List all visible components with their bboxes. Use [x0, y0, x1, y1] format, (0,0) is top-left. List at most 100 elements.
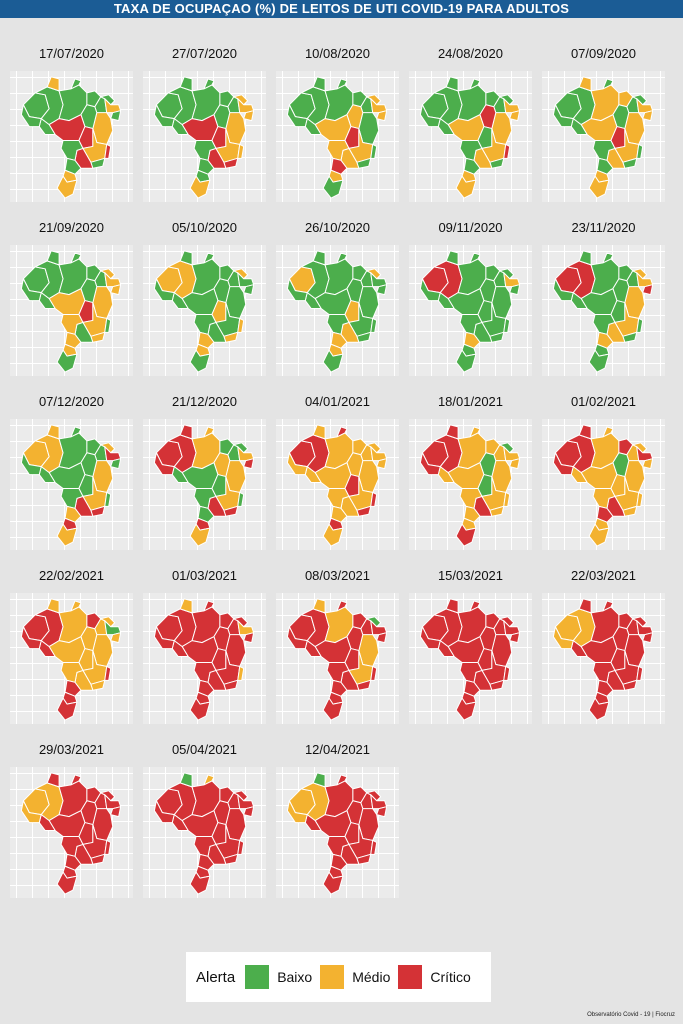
state-region [20, 800, 42, 824]
state-region [189, 175, 211, 199]
state-region [197, 157, 215, 175]
state-region [499, 94, 515, 106]
state-region [189, 871, 211, 895]
state-region [46, 424, 60, 440]
state-region [60, 139, 84, 161]
state-region [322, 523, 344, 547]
state-region [237, 491, 245, 507]
state-region [110, 458, 122, 470]
state-region [642, 632, 654, 644]
state-region [366, 268, 382, 280]
state-region [596, 679, 614, 697]
state-region [203, 78, 215, 90]
brazil-map-svg [20, 76, 122, 199]
state-region [100, 268, 116, 280]
map-panel: 12/04/2021 [276, 738, 399, 902]
state-region [104, 839, 112, 855]
state-region [366, 790, 382, 802]
map-panel: 26/10/2020 [276, 216, 399, 380]
state-region [463, 679, 481, 697]
brazil-map-svg [552, 598, 654, 721]
state-region [193, 487, 217, 509]
legend-label-baixo: Baixo [277, 969, 313, 985]
brazil-map-svg [419, 424, 521, 547]
state-region [370, 839, 378, 855]
state-region [455, 349, 477, 373]
state-region [100, 616, 116, 628]
brazil-map [143, 767, 266, 898]
map-panel: 24/08/2020 [409, 42, 532, 206]
state-region [56, 697, 78, 721]
state-region [469, 252, 481, 264]
map-panel: 15/03/2021 [409, 564, 532, 728]
brazil-map [10, 419, 133, 550]
state-region [552, 626, 574, 650]
state-region [503, 491, 511, 507]
brazil-map-svg [286, 772, 388, 895]
state-region [336, 774, 348, 786]
state-region [60, 313, 84, 335]
state-region [20, 626, 42, 650]
state-region [326, 139, 350, 161]
brazil-map [276, 593, 399, 724]
state-region [503, 143, 511, 159]
map-panel: 01/02/2021 [542, 390, 665, 554]
state-region [233, 268, 249, 280]
state-region [179, 424, 193, 440]
state-region [588, 175, 610, 199]
map-panel: 27/07/2020 [143, 42, 266, 206]
brazil-map [143, 71, 266, 202]
state-region [312, 250, 326, 266]
state-region [330, 853, 348, 871]
state-region [60, 487, 84, 509]
legend-swatch-baixo [245, 965, 270, 989]
state-region [419, 626, 441, 650]
state-region [110, 110, 122, 122]
map-panel: 23/11/2020 [542, 216, 665, 380]
brazil-map [276, 767, 399, 898]
brazil-map-svg [552, 250, 654, 373]
map-date: 22/02/2021 [38, 568, 105, 583]
state-region [243, 632, 255, 644]
state-region [376, 632, 388, 644]
map-panel: 10/08/2020 [276, 42, 399, 206]
state-region [312, 598, 326, 614]
map-panel: 04/01/2021 [276, 390, 399, 554]
state-region [636, 665, 644, 681]
state-region [419, 452, 441, 476]
state-region [100, 94, 116, 106]
state-region [189, 349, 211, 373]
brazil-map [10, 767, 133, 898]
state-region [237, 665, 245, 681]
state-region [469, 78, 481, 90]
state-region [326, 661, 350, 683]
map-date: 29/03/2021 [38, 742, 105, 757]
state-region [46, 598, 60, 614]
brazil-map [542, 419, 665, 550]
brazil-map-svg [419, 76, 521, 199]
map-date: 01/03/2021 [171, 568, 238, 583]
brazil-map [10, 245, 133, 376]
state-region [110, 806, 122, 818]
map-date: 12/04/2021 [304, 742, 371, 757]
brazil-map-svg [552, 76, 654, 199]
state-region [596, 157, 614, 175]
state-region [46, 772, 60, 788]
state-region [153, 800, 175, 824]
brazil-map-svg [286, 250, 388, 373]
map-date: 10/08/2020 [304, 46, 371, 61]
state-region [376, 806, 388, 818]
map-panel: 08/03/2021 [276, 564, 399, 728]
state-region [370, 665, 378, 681]
map-panel: 09/11/2020 [409, 216, 532, 380]
state-region [588, 523, 610, 547]
map-date: 15/03/2021 [437, 568, 504, 583]
map-panel: 21/09/2020 [10, 216, 133, 380]
map-panel: 07/12/2020 [10, 390, 133, 554]
brazil-map [542, 245, 665, 376]
legend-item-critico: Crítico [398, 965, 471, 989]
state-region [193, 661, 217, 683]
brazil-map [409, 419, 532, 550]
brazil-map-svg [20, 424, 122, 547]
state-region [455, 523, 477, 547]
